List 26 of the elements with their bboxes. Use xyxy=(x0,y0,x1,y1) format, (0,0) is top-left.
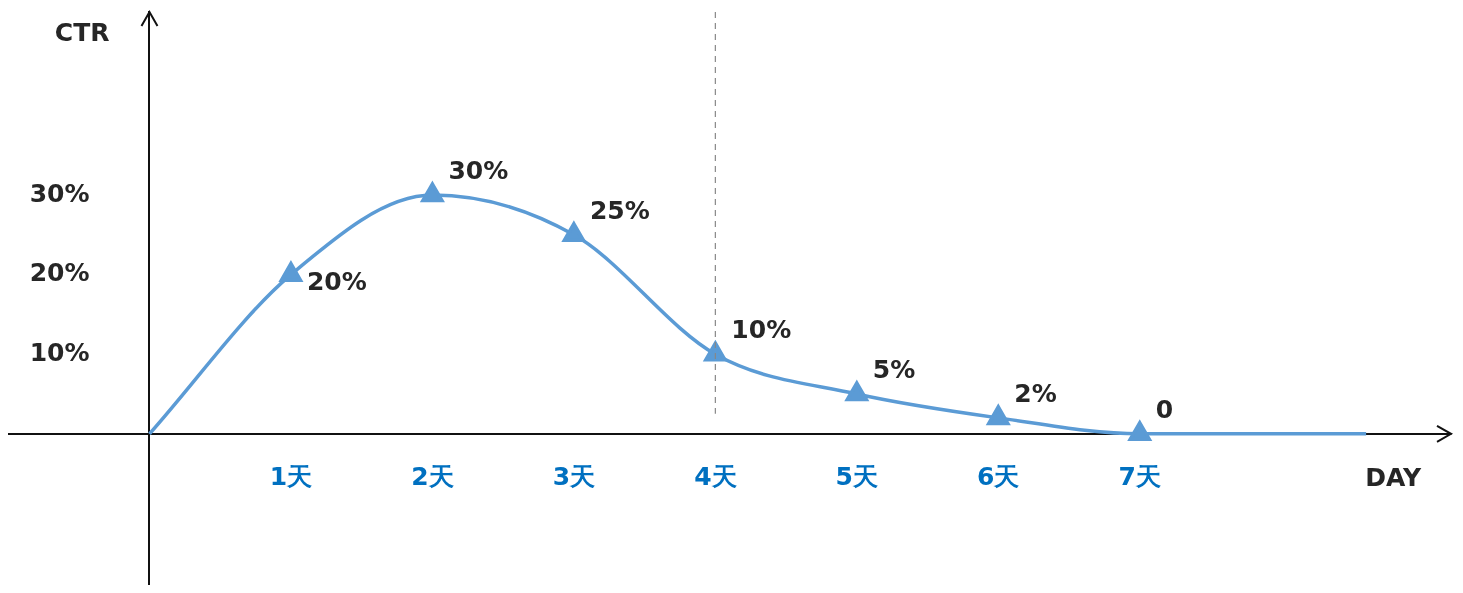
data-label: 10% xyxy=(731,315,792,345)
point xyxy=(279,261,303,282)
y-tick-label: 10% xyxy=(29,337,90,367)
data-label: 0 xyxy=(1155,394,1174,424)
point xyxy=(562,222,586,243)
y-axis-title: CTR xyxy=(54,17,110,47)
data-label: 25% xyxy=(589,195,650,225)
data-label: 5% xyxy=(872,355,916,384)
point xyxy=(987,405,1010,426)
x-tick-label: 5天 xyxy=(835,462,879,492)
y-tick-label: 30% xyxy=(29,178,90,208)
data-label: 30% xyxy=(448,156,509,186)
x-tick-label: 6天 xyxy=(977,462,1020,492)
point xyxy=(421,182,444,203)
y-tick-label: 20% xyxy=(29,258,90,288)
point xyxy=(1128,421,1152,442)
x-tick-label: 4天 xyxy=(694,462,737,492)
x-tick-label: 7天 xyxy=(1118,462,1161,492)
x-tick-label: 1天 xyxy=(269,462,313,492)
x-axis-title: DAY xyxy=(1365,463,1422,493)
x-tick-label: 2天 xyxy=(411,462,454,492)
x-tick-label: 3天 xyxy=(552,462,596,492)
data-label: 2% xyxy=(1014,378,1057,408)
point xyxy=(704,341,727,362)
data-label: 20% xyxy=(306,266,367,296)
point xyxy=(845,381,869,402)
